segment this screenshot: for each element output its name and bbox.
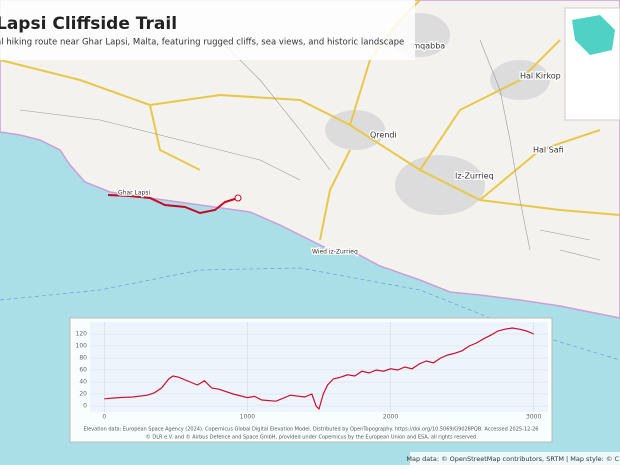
attribution: Map data: © OpenStreetMap contributors, … [406, 455, 619, 463]
plot-area [90, 322, 548, 412]
place-label: Iz-Zurrieq [455, 172, 494, 181]
y-tick-label: 40 [79, 379, 87, 386]
y-tick-label: 60 [79, 367, 87, 374]
route [107, 194, 239, 215]
y-tick-label: 80 [79, 355, 87, 362]
y-tick-label: 20 [79, 391, 87, 398]
x-tick-label: 1000 [240, 414, 255, 421]
subtitle: al hiking route near Ghar Lapsi, Malta, … [0, 38, 404, 48]
place-label: Wied iz-Zurrieq [312, 249, 358, 256]
title-box [0, 0, 415, 60]
chart-caption: Elevation data: European Space Agency (2… [84, 427, 539, 433]
title: Lapsi Cliffside Trail [0, 14, 177, 34]
inset-island [572, 15, 615, 55]
place-label: Qrendi [370, 131, 397, 140]
place-label: Ghar Lapsi [118, 190, 150, 197]
place-label: Imqabba [410, 42, 445, 51]
x-tick-label: 2000 [383, 414, 398, 421]
chart-caption: © DLR e.V. and © Airbus Defence and Spac… [146, 434, 476, 441]
route-end [234, 194, 242, 202]
x-tick-label: 3000 [526, 414, 541, 421]
y-tick-label: 120 [76, 331, 88, 338]
y-tick-label: 100 [76, 343, 88, 350]
streets [19, 39, 601, 261]
elevation-line [104, 327, 534, 411]
attribution-box [410, 452, 620, 465]
place-label: Hal Safi [533, 146, 564, 155]
x-tick-label: 0 [102, 414, 106, 421]
place-label: Hal Kirkop [520, 72, 561, 81]
y-tick-label: 0 [83, 403, 87, 410]
land [0, 0, 620, 319]
